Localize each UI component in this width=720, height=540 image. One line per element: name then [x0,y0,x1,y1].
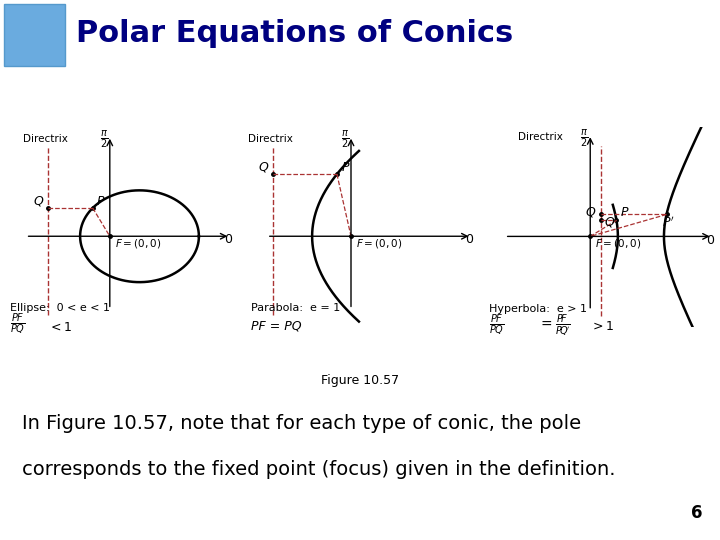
Text: $P$: $P$ [620,206,629,219]
Text: Directrix: Directrix [248,134,293,144]
Text: $\frac{\pi}{2}$: $\frac{\pi}{2}$ [341,129,349,151]
Text: 0: 0 [224,233,232,246]
Text: $\frac{PF}{PQ}$: $\frac{PF}{PQ}$ [10,310,25,336]
Text: Polar Equations of Conics: Polar Equations of Conics [76,19,513,48]
Text: $Q$: $Q$ [258,160,269,174]
Text: $P'$: $P'$ [662,215,675,230]
FancyBboxPatch shape [4,4,65,66]
Text: corresponds to the fixed point (focus) given in the definition.: corresponds to the fixed point (focus) g… [22,460,615,480]
Text: $F = (0, 0)$: $F = (0, 0)$ [595,237,642,251]
Text: $< 1$: $< 1$ [48,321,72,334]
Text: $P$: $P$ [341,161,350,174]
Text: $Q$: $Q$ [32,194,44,208]
Text: In Figure 10.57, note that for each type of conic, the pole: In Figure 10.57, note that for each type… [22,414,581,434]
Text: $\frac{\pi}{2}$: $\frac{\pi}{2}$ [100,129,108,151]
Text: $F = (0, 0)$: $F = (0, 0)$ [114,237,161,250]
Text: $P$: $P$ [96,195,106,208]
Text: 0: 0 [465,233,473,246]
Text: $Q$: $Q$ [585,205,597,219]
Text: $= \frac{P\!^\prime\!F}{P\!^\prime\!Q\!^\prime}$: $= \frac{P\!^\prime\!F}{P\!^\prime\!Q\!^… [538,312,570,338]
Text: Hyperbola:  e > 1: Hyperbola: e > 1 [489,304,587,314]
Text: $> 1$: $> 1$ [590,320,614,333]
Text: 0: 0 [706,233,714,247]
Text: $F = (0, 0)$: $F = (0, 0)$ [356,237,402,250]
Text: Directrix: Directrix [518,132,563,143]
Text: $\frac{PF}{PQ}$: $\frac{PF}{PQ}$ [489,312,504,338]
Text: $Q'$: $Q'$ [604,214,619,230]
Text: PF = PQ: PF = PQ [251,319,302,332]
Text: 6: 6 [690,504,702,523]
Text: Parabola:  e = 1: Parabola: e = 1 [251,303,341,313]
Text: Figure 10.57: Figure 10.57 [321,374,399,387]
Text: $\frac{\pi}{2}$: $\frac{\pi}{2}$ [580,127,588,149]
Text: Ellipse:  0 < e < 1: Ellipse: 0 < e < 1 [10,303,110,313]
Text: Directrix: Directrix [22,134,68,144]
